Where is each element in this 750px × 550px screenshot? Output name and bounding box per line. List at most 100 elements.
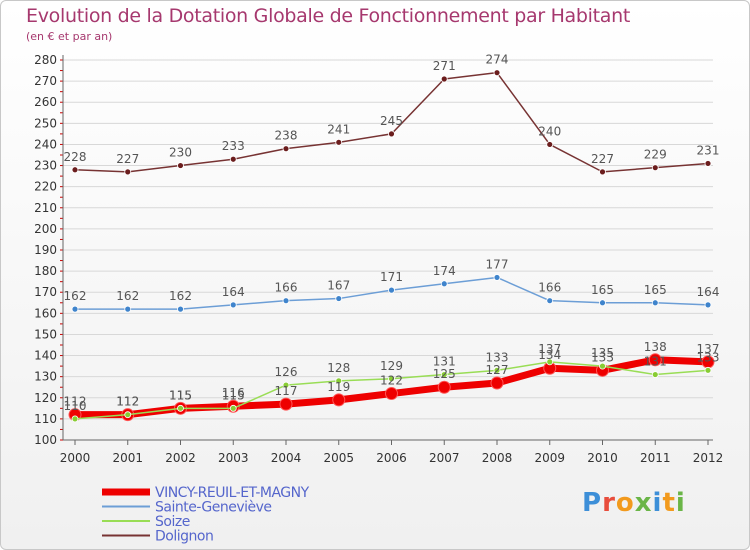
y-tick-label: 240: [34, 137, 57, 151]
data-label: 135: [591, 346, 614, 360]
data-point: [546, 141, 554, 148]
data-label: 116: [222, 386, 245, 400]
x-tick-label: 2009: [534, 451, 565, 465]
y-tick-label: 190: [34, 243, 57, 257]
data-point: [493, 366, 501, 374]
data-point: [282, 381, 290, 389]
data-label: 245: [380, 114, 403, 128]
data-label: 171: [380, 270, 403, 284]
data-point: [71, 415, 79, 423]
data-point: [335, 377, 343, 385]
data-point: [440, 371, 448, 378]
data-label: 112: [116, 395, 139, 409]
data-point: [493, 274, 501, 281]
data-point: [335, 138, 343, 146]
data-point: [71, 166, 79, 174]
data-label: 166: [275, 281, 298, 295]
data-point: [71, 305, 79, 313]
legend-label: Sainte-Geneviève: [155, 500, 272, 516]
data-point: [437, 380, 451, 394]
data-label: 137: [697, 342, 720, 356]
data-point: [546, 358, 554, 366]
data-point: [651, 299, 659, 307]
x-tick-label: 2011: [640, 451, 671, 465]
x-tick-label: 2003: [218, 451, 249, 465]
data-point: [704, 366, 712, 374]
data-label: 271: [433, 59, 456, 73]
data-label: 131: [644, 355, 667, 369]
data-label: 228: [64, 150, 87, 164]
x-tick-label: 2005: [323, 451, 354, 465]
data-label: 238: [275, 129, 298, 143]
data-label: 112: [64, 395, 87, 409]
data-point: [177, 305, 184, 313]
proxiti-logo: Proxiti: [582, 488, 686, 518]
y-tick-label: 250: [34, 116, 57, 130]
y-tick-label: 200: [34, 222, 57, 236]
data-label: 164: [697, 285, 720, 299]
data-point: [704, 160, 712, 167]
data-point: [490, 376, 504, 390]
data-point: [651, 371, 659, 378]
x-tick-label: 2007: [429, 451, 460, 465]
data-label: 131: [433, 355, 456, 369]
data-point: [599, 168, 606, 176]
data-label: 177: [486, 257, 509, 271]
data-label: 134: [538, 348, 561, 362]
data-label: 115: [169, 388, 192, 402]
data-label: 110: [64, 399, 87, 413]
chart-title: Evolution de la Dotation Globale de Fonc…: [26, 5, 631, 27]
y-tick-label: 140: [34, 349, 57, 363]
data-label: 133: [697, 350, 720, 364]
data-label: 129: [380, 359, 403, 373]
data-label: 274: [486, 53, 509, 67]
data-label: 230: [169, 146, 192, 160]
x-tick-label: 2010: [587, 451, 618, 465]
data-point: [332, 393, 346, 407]
data-label: 233: [222, 139, 245, 153]
data-label: 115: [169, 388, 192, 402]
data-point: [124, 411, 132, 419]
data-label: 133: [486, 350, 509, 364]
data-point: [282, 145, 290, 153]
data-point: [229, 155, 237, 163]
y-tick-label: 220: [34, 180, 57, 194]
data-label: 227: [591, 152, 614, 166]
data-point: [177, 404, 184, 412]
y-tick-label: 210: [34, 201, 57, 215]
data-label: 229: [644, 148, 667, 162]
data-label: 117: [275, 384, 298, 398]
data-label: 167: [327, 279, 350, 293]
data-label: 165: [644, 283, 667, 297]
data-label: 162: [116, 289, 139, 303]
data-label: 115: [222, 388, 245, 402]
y-tick-label: 170: [34, 285, 57, 299]
data-label: 227: [116, 152, 139, 166]
y-tick-label: 160: [34, 306, 57, 320]
data-label: 133: [591, 350, 614, 364]
x-tick-label: 2002: [165, 451, 196, 465]
y-tick-label: 110: [34, 412, 57, 426]
data-label: 164: [222, 285, 245, 299]
data-label: 138: [644, 340, 667, 354]
y-tick-label: 180: [34, 264, 57, 278]
data-label: 127: [486, 363, 509, 377]
data-label: 240: [538, 124, 561, 138]
data-label: 126: [275, 365, 298, 379]
data-point: [177, 162, 184, 169]
x-tick-label: 2004: [271, 451, 302, 465]
data-point: [335, 295, 343, 302]
data-label: 112: [116, 395, 139, 409]
data-point: [124, 168, 132, 176]
data-point: [440, 75, 448, 83]
legend-label: Dolignon: [155, 529, 213, 545]
x-tick-label: 2008: [482, 451, 513, 465]
data-point: [229, 404, 237, 412]
data-label: 122: [380, 374, 403, 388]
x-tick-label: 2000: [60, 451, 91, 465]
data-label: 137: [538, 342, 561, 356]
data-label: 162: [64, 289, 87, 303]
data-label: 166: [538, 281, 561, 295]
chart-subtitle: (en € et par an): [26, 30, 113, 43]
